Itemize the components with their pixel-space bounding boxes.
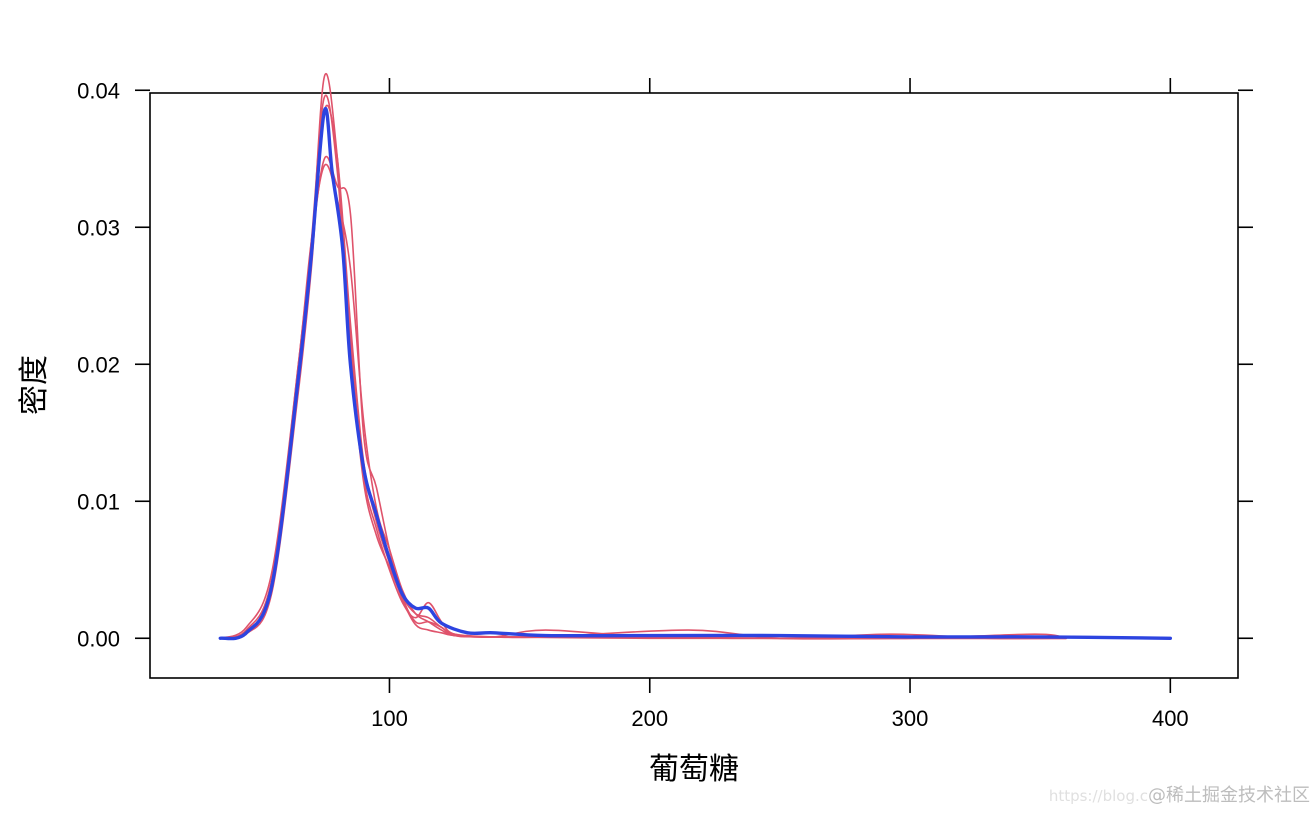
tick-labels: 100 200 300 400 0.00 0.01 0.02 0.03 0.04 [77, 78, 1189, 731]
series-line-imputed-2 [219, 94, 1068, 640]
series-line-imputed-5 [219, 163, 1068, 640]
watermark: https://blog.c@稀土掘金技术社区 [1049, 781, 1310, 807]
x-tick-label: 100 [371, 706, 408, 731]
y-tick-label: 0.03 [77, 215, 120, 240]
axis-ticks [135, 78, 1253, 693]
x-tick-label: 200 [631, 706, 668, 731]
x-tick-label: 400 [1152, 706, 1189, 731]
watermark-text: @稀土掘金技术社区 [1148, 785, 1310, 806]
plot-frame [149, 92, 1239, 679]
y-axis-title: 密度 [17, 355, 52, 415]
series-line-imputed-4 [219, 155, 1068, 640]
series-line-observed [218, 106, 1173, 641]
x-tick-label: 300 [892, 706, 929, 731]
watermark-url: https://blog.c [1048, 787, 1148, 805]
series-line-imputed-1 [219, 73, 1068, 640]
y-tick-label: 0.02 [77, 352, 120, 377]
y-tick-label: 0.01 [77, 489, 120, 514]
y-tick-label: 0.04 [77, 78, 120, 103]
x-axis-title: 葡萄糖 [649, 752, 739, 787]
y-tick-label: 0.00 [77, 626, 120, 651]
series-layer [218, 73, 1173, 641]
series-line-imputed-3 [219, 104, 1068, 640]
